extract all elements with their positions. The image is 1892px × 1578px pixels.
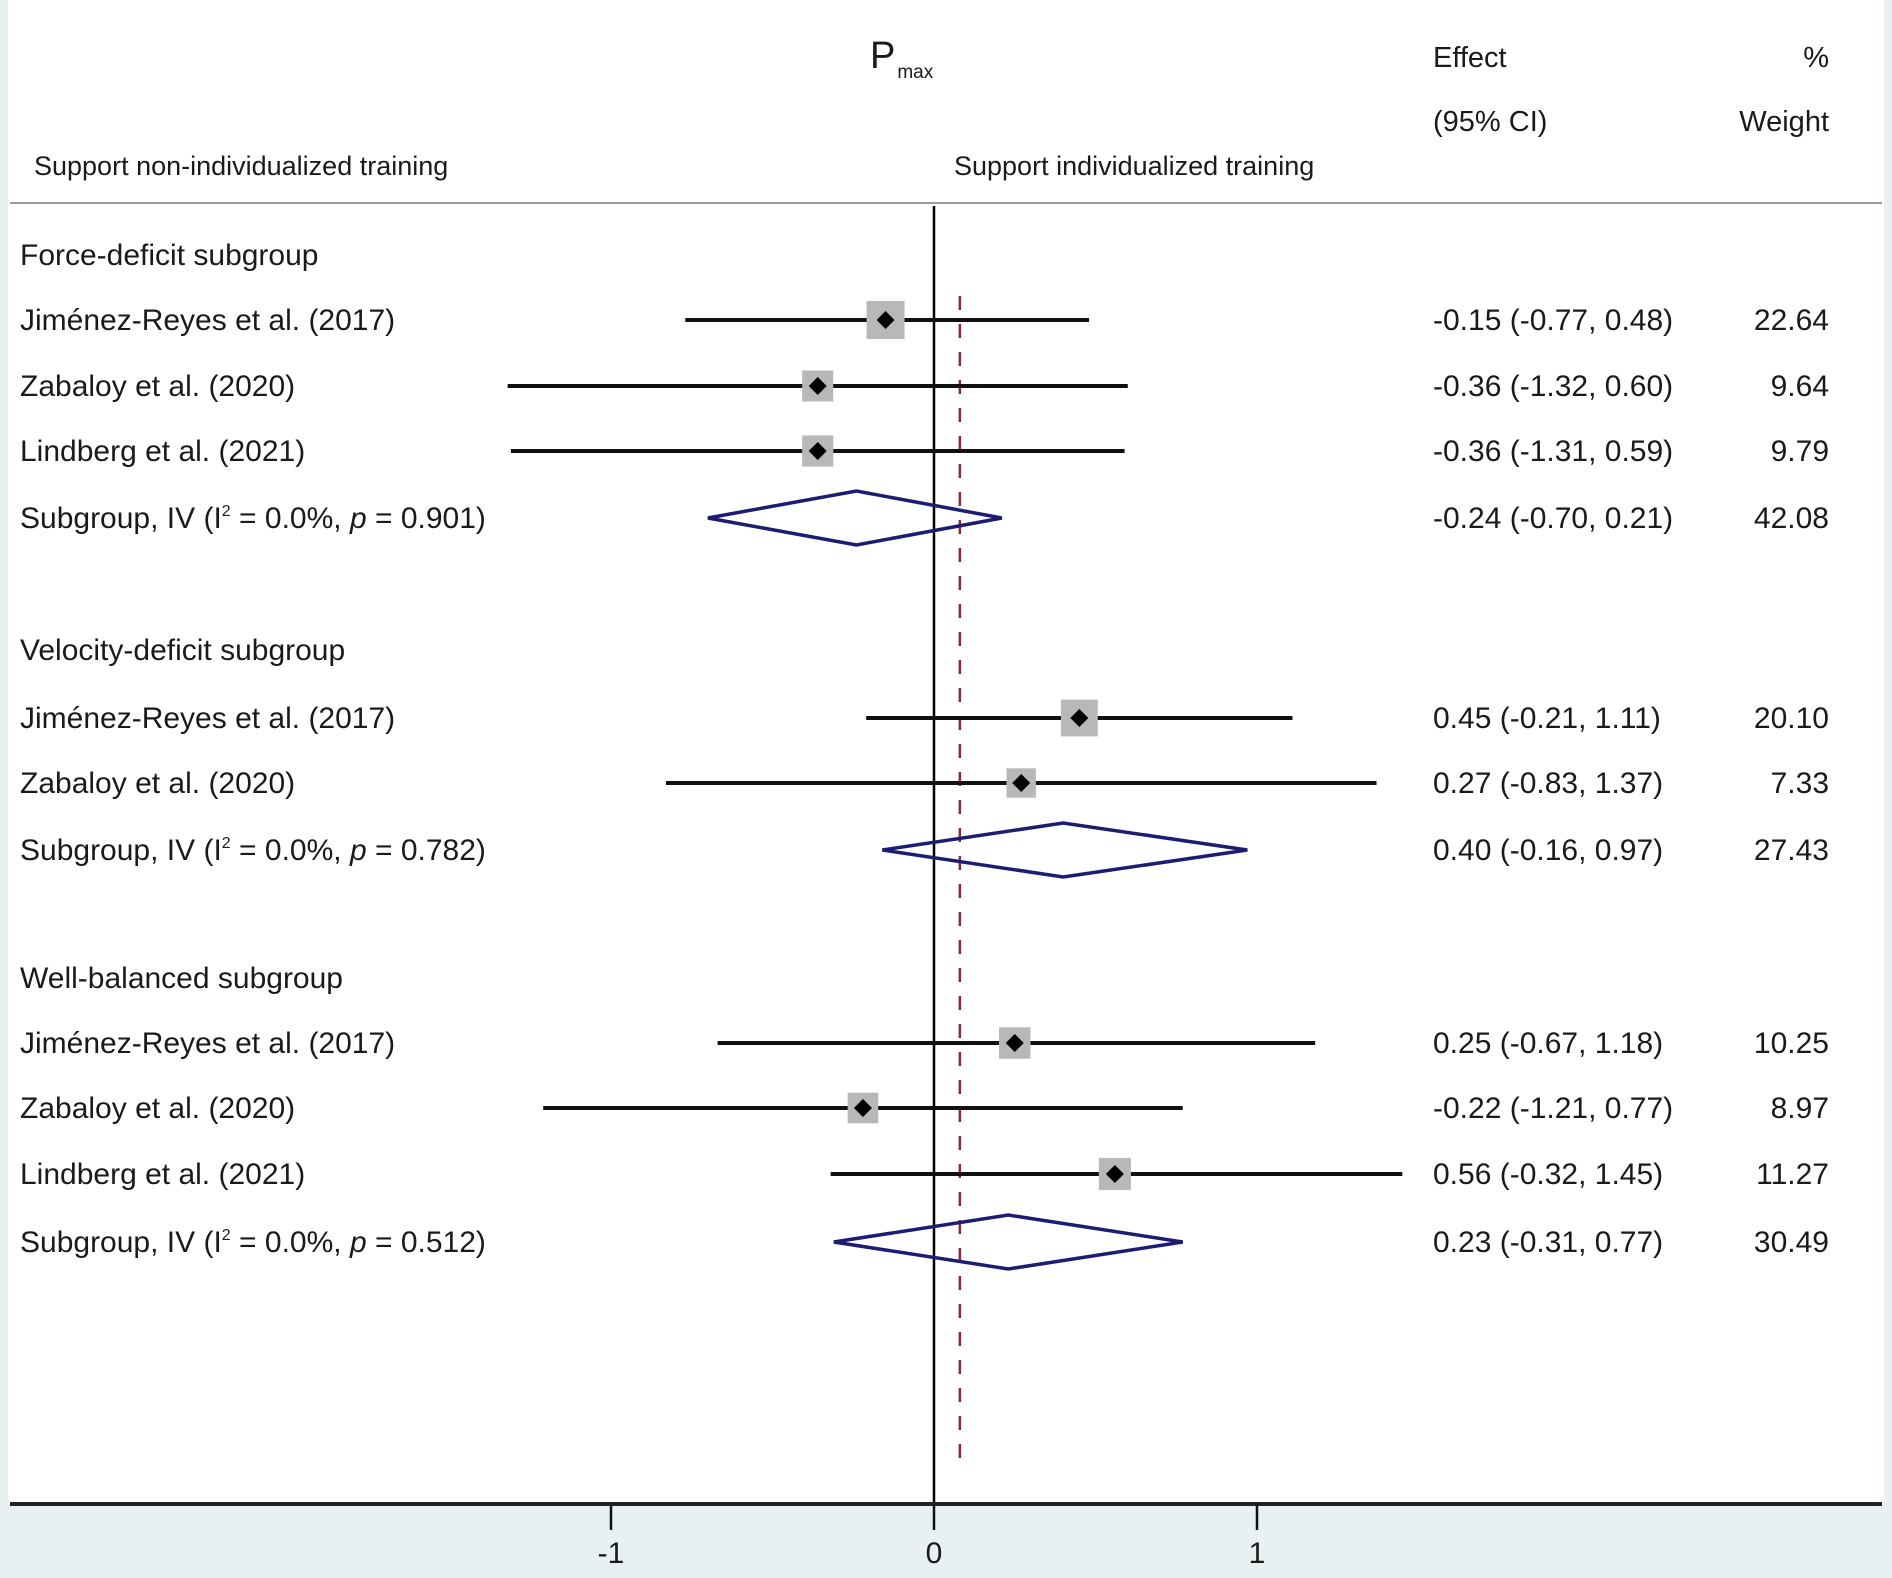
weight-value: 7.33 (1771, 767, 1829, 800)
point-estimate (1070, 709, 1089, 727)
study-row: Jiménez-Reyes et al. (2017) -0.15 (-0.77,… (20, 301, 1829, 339)
study-row: Lindberg et al. (2021) 0.56 (-0.32, 1.45)… (20, 1157, 1829, 1191)
pooled-row: Subgroup, IV (I2 = 0.0%, p = 0.901) -0.24… (20, 489, 1829, 547)
point-estimate (853, 1099, 872, 1117)
weight-value: 11.27 (1756, 1158, 1829, 1191)
plot-panel (8, 0, 1884, 1504)
effect-ci-value: 0.27 (-0.83, 1.37) (1433, 767, 1663, 800)
x-axis: -1 0 1 (10, 1502, 1882, 1570)
subgroup-heading: Force-deficit subgroup (20, 239, 318, 272)
left-direction-label: Support non-individualized training (34, 151, 448, 181)
study-label: Lindberg et al. (2021) (20, 1158, 305, 1191)
pooled-weight-value: 27.43 (1754, 834, 1829, 867)
x-tick-label: 1 (1249, 1537, 1266, 1570)
point-estimate (808, 442, 827, 460)
subgroup: Velocity-deficit subgroup Jiménez-Reyes e… (20, 634, 1829, 879)
effect-ci-value: 0.45 (-0.21, 1.11) (1433, 702, 1661, 735)
weight-value: 9.79 (1771, 435, 1829, 468)
study-row: Jiménez-Reyes et al. (2017) 0.25 (-0.67, … (20, 1027, 1829, 1060)
pooled-diamond (707, 489, 1003, 547)
pooled-weight-value: 30.49 (1754, 1226, 1829, 1259)
x-tick-label: 0 (926, 1537, 943, 1570)
pooled-label: Subgroup, IV (I2 = 0.0%, p = 0.782) (20, 834, 486, 867)
subgroup-heading: Velocity-deficit subgroup (20, 634, 345, 667)
study-row: Jiménez-Reyes et al. (2017) 0.45 (-0.21, … (20, 699, 1829, 737)
subgroup: Well-balanced subgroup Jiménez-Reyes et a… (20, 962, 1829, 1271)
subgroup-heading: Well-balanced subgroup (20, 962, 343, 995)
study-label: Jiménez-Reyes et al. (2017) (20, 1027, 395, 1060)
x-tick-label: -1 (598, 1537, 625, 1570)
weight-value: 8.97 (1771, 1092, 1829, 1125)
effect-ci-value: 0.25 (-0.67, 1.18) (1433, 1027, 1663, 1060)
point-estimate (1105, 1165, 1124, 1183)
weight-value: 20.10 (1754, 702, 1829, 735)
pooled-row: Subgroup, IV (I2 = 0.0%, p = 0.782) 0.40 … (20, 821, 1829, 879)
weight-column-header-percent: % (1803, 42, 1829, 74)
pooled-effect-ci-value: 0.23 (-0.31, 0.77) (1433, 1226, 1663, 1259)
right-direction-label: Support individualized training (954, 151, 1314, 181)
pooled-label: Subgroup, IV (I2 = 0.0%, p = 0.512) (20, 1226, 486, 1259)
effect-ci-value: -0.22 (-1.21, 0.77) (1433, 1092, 1673, 1125)
ci-column-header: (95% CI) (1433, 106, 1547, 138)
point-estimate (876, 311, 895, 329)
study-label: Zabaloy et al. (2020) (20, 767, 295, 800)
pooled-weight-value: 42.08 (1754, 502, 1829, 535)
study-label: Lindberg et al. (2021) (20, 435, 305, 468)
study-label: Zabaloy et al. (2020) (20, 370, 295, 403)
weight-column-header: Weight (1739, 106, 1829, 138)
study-row: Zabaloy et al. (2020) -0.36 (-1.32, 0.60)… (20, 370, 1829, 403)
pooled-diamond (833, 1213, 1183, 1271)
study-label: Zabaloy et al. (2020) (20, 1092, 295, 1125)
effect-column-header: Effect (1433, 42, 1507, 74)
pooled-effect-ci-value: 0.40 (-0.16, 0.97) (1433, 834, 1663, 867)
weight-value: 9.64 (1771, 370, 1829, 403)
pooled-effect-ci-value: -0.24 (-0.70, 0.21) (1433, 502, 1673, 535)
study-label: Jiménez-Reyes et al. (2017) (20, 702, 395, 735)
effect-ci-value: -0.36 (-1.32, 0.60) (1433, 370, 1673, 403)
study-row: Zabaloy et al. (2020) 0.27 (-0.83, 1.37) 7… (20, 767, 1829, 800)
weight-value: 10.25 (1754, 1027, 1829, 1060)
forest-rows: Force-deficit subgroup Jiménez-Reyes et a… (20, 239, 1829, 1271)
point-estimate (1012, 774, 1031, 792)
pooled-diamond (882, 821, 1248, 879)
pooled-row: Subgroup, IV (I2 = 0.0%, p = 0.512) 0.23 … (20, 1213, 1829, 1271)
effect-ci-value: 0.56 (-0.32, 1.45) (1433, 1158, 1663, 1191)
study-row: Lindberg et al. (2021) -0.36 (-1.31, 0.59… (20, 435, 1829, 468)
study-row: Zabaloy et al. (2020) -0.22 (-1.21, 0.77)… (20, 1092, 1829, 1125)
pooled-label: Subgroup, IV (I2 = 0.0%, p = 0.901) (20, 502, 486, 535)
point-estimate (808, 377, 827, 395)
effect-ci-value: -0.15 (-0.77, 0.48) (1433, 304, 1673, 337)
study-label: Jiménez-Reyes et al. (2017) (20, 304, 395, 337)
effect-ci-value: -0.36 (-1.31, 0.59) (1433, 435, 1673, 468)
point-estimate (1005, 1034, 1024, 1052)
weight-value: 22.64 (1754, 304, 1829, 337)
subgroup: Force-deficit subgroup Jiménez-Reyes et a… (20, 239, 1829, 547)
